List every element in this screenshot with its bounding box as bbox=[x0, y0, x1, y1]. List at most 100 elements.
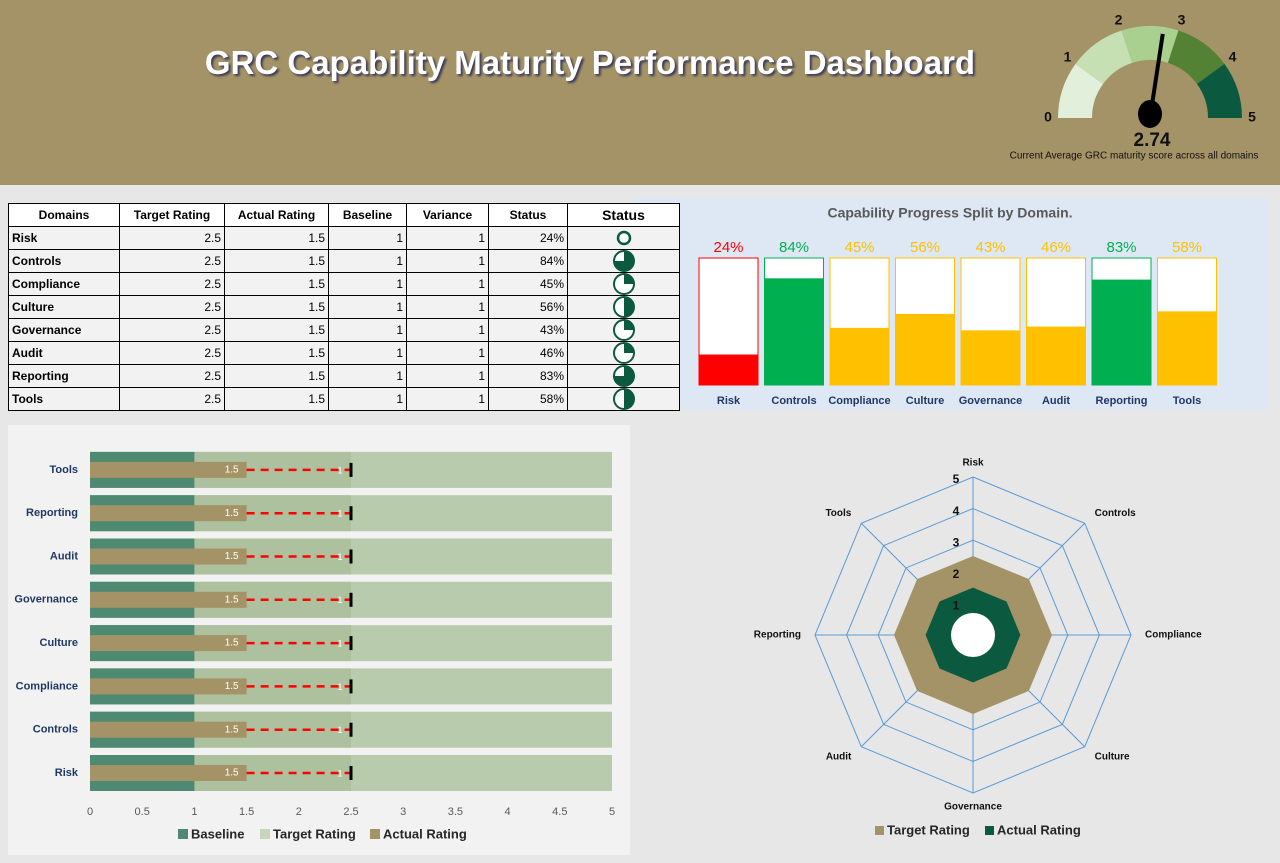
variance-label: 1 bbox=[337, 682, 342, 692]
gauge-hub bbox=[1138, 100, 1162, 128]
harvey-wedge bbox=[623, 343, 634, 353]
table-cell: 1.5 bbox=[224, 272, 329, 296]
value-label: 24% bbox=[713, 239, 743, 256]
x-tick-label: 4 bbox=[505, 806, 511, 818]
bar bbox=[1157, 311, 1217, 385]
actual-bar bbox=[90, 461, 247, 478]
harvey-ball bbox=[616, 230, 631, 246]
bar bbox=[1026, 326, 1086, 385]
gauge-value: 2.74 bbox=[1134, 130, 1171, 151]
legend-label: Actual Rating bbox=[997, 822, 1081, 837]
value-label: 1.5 bbox=[225, 724, 239, 735]
variance-label: 1 bbox=[337, 509, 342, 519]
gauge-tick-label: 3 bbox=[1178, 12, 1186, 28]
legend-label: Target Rating bbox=[887, 822, 970, 837]
category-label: Reporting bbox=[754, 630, 801, 641]
table-cell: 2.5 bbox=[119, 272, 225, 296]
table-cell: Reporting bbox=[8, 364, 120, 388]
value-label: 58% bbox=[1172, 239, 1202, 256]
x-tick-label: Controls bbox=[771, 395, 816, 407]
bar bbox=[830, 327, 889, 385]
y-tick-label: Governance bbox=[14, 594, 78, 606]
value-label: 1.5 bbox=[225, 551, 239, 562]
category-label: Controls bbox=[1095, 508, 1137, 519]
table-cell: 1 bbox=[406, 364, 489, 388]
y-tick-label: Risk bbox=[55, 767, 79, 779]
actual-bar bbox=[90, 548, 247, 565]
table-cell: 43% bbox=[488, 318, 568, 342]
y-tick-label: Compliance bbox=[16, 680, 78, 692]
value-label: 43% bbox=[975, 239, 1005, 256]
gauge-tick-label: 5 bbox=[1248, 109, 1256, 125]
harvey-wedge bbox=[623, 320, 634, 330]
table-cell: Tools bbox=[8, 387, 120, 411]
legend-swatch bbox=[370, 829, 380, 839]
x-tick-label: Governance bbox=[959, 395, 1023, 407]
x-tick-label: 1 bbox=[191, 806, 197, 818]
table-row: Reporting 2.5 1.5 1 1 83% bbox=[8, 364, 680, 388]
table-cell: 1 bbox=[328, 295, 407, 319]
value-label: 1.5 bbox=[225, 594, 239, 605]
table-cell: Risk bbox=[8, 226, 120, 250]
x-tick-label: Tools bbox=[1173, 395, 1202, 407]
table-row: Audit 2.5 1.5 1 1 46% bbox=[8, 341, 680, 365]
table-cell: 1 bbox=[328, 272, 407, 296]
category-label: Governance bbox=[944, 802, 1002, 813]
variance-label: 1 bbox=[337, 552, 342, 562]
variance-label: 1 bbox=[337, 768, 342, 778]
table-cell: 1.5 bbox=[224, 341, 329, 365]
category-label: Tools bbox=[825, 508, 851, 519]
gauge-band bbox=[1058, 63, 1104, 118]
harvey-wedge bbox=[623, 297, 634, 317]
gauge-tick-label: 1 bbox=[1064, 49, 1072, 65]
category-label: Culture bbox=[1095, 751, 1130, 762]
variance-label: 1 bbox=[337, 595, 342, 605]
table-cell: 58% bbox=[488, 387, 568, 411]
table-cell: 2.5 bbox=[119, 364, 225, 388]
column-header: Domains bbox=[8, 203, 120, 227]
value-label: 1.5 bbox=[225, 508, 239, 519]
table-cell: 1 bbox=[406, 387, 489, 411]
value-label: 83% bbox=[1106, 239, 1136, 256]
category-label: Compliance bbox=[1145, 630, 1202, 641]
legend-swatch bbox=[985, 826, 994, 835]
table-cell: Controls bbox=[8, 249, 120, 273]
table-cell: 1.5 bbox=[224, 295, 329, 319]
table-cell: 24% bbox=[488, 226, 568, 250]
x-tick-label: Reporting bbox=[1096, 395, 1148, 407]
bar bbox=[764, 278, 824, 385]
harvey-ball bbox=[612, 365, 635, 387]
r-tick-label: 3 bbox=[953, 535, 960, 549]
column-header: Variance bbox=[406, 203, 489, 227]
column-header: Status bbox=[488, 203, 568, 227]
bar bbox=[961, 330, 1020, 385]
legend-swatch bbox=[875, 826, 884, 835]
table-cell: 1 bbox=[328, 387, 407, 411]
radar-hole bbox=[951, 613, 995, 657]
table-cell: 1.5 bbox=[224, 387, 329, 411]
table-row: Governance 2.5 1.5 1 1 43% bbox=[8, 318, 680, 342]
value-label: 1.5 bbox=[225, 681, 239, 692]
x-tick-label: 2 bbox=[296, 806, 302, 818]
column-header: Status bbox=[567, 203, 680, 227]
x-tick-label: 0.5 bbox=[135, 806, 150, 818]
x-tick-label: 3.5 bbox=[448, 806, 463, 818]
table-cell: Culture bbox=[8, 295, 120, 319]
table-row: Compliance 2.5 1.5 1 1 45% bbox=[8, 272, 680, 296]
gauge-band bbox=[1196, 63, 1242, 118]
variance-label: 1 bbox=[337, 638, 342, 648]
table-cell: 1 bbox=[328, 341, 407, 365]
category-label: Risk bbox=[962, 458, 984, 469]
actual-bar bbox=[90, 505, 247, 522]
gauge-tick-label: 4 bbox=[1229, 49, 1237, 65]
r-tick-label: 4 bbox=[953, 504, 960, 518]
table-cell: 46% bbox=[488, 341, 568, 365]
status-icon-cell bbox=[567, 295, 680, 319]
r-tick-label: 1 bbox=[953, 599, 960, 613]
table-cell: 1 bbox=[328, 364, 407, 388]
gauge-band bbox=[1075, 30, 1133, 84]
category-label: Audit bbox=[826, 751, 852, 762]
column-header: Baseline bbox=[328, 203, 407, 227]
x-tick-label: Audit bbox=[1042, 395, 1070, 407]
